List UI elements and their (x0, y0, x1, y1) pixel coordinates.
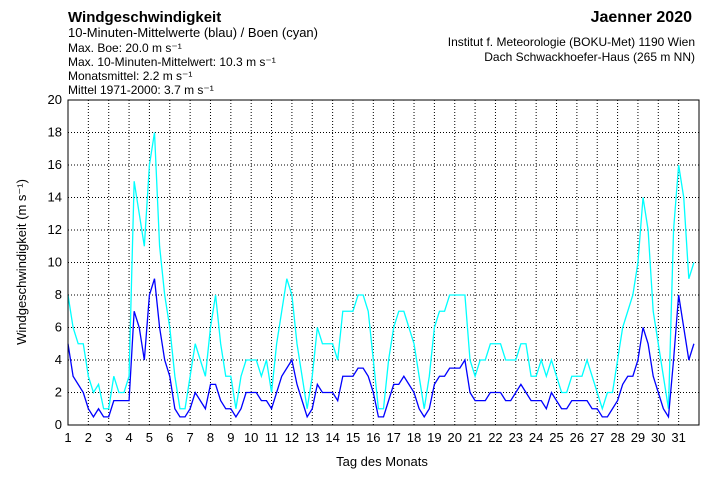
annotation: Max. Boe: 20.0 m s⁻¹ (68, 41, 182, 55)
y-tick-label: 2 (55, 385, 62, 400)
x-tick-label: 5 (146, 430, 153, 445)
subtitle: 10-Minuten-Mittelwerte (blau) / Boen (cy… (68, 25, 318, 40)
x-tick-label: 28 (610, 430, 624, 445)
x-tick-label: 26 (570, 430, 584, 445)
x-tick-label: 17 (386, 430, 400, 445)
x-tick-label: 21 (468, 430, 482, 445)
x-tick-label: 12 (285, 430, 299, 445)
x-tick-label: 19 (427, 430, 441, 445)
annotation: Mittel 1971-2000: 3.7 m s⁻¹ (68, 83, 214, 97)
x-tick-label: 20 (448, 430, 462, 445)
data-line (67, 132, 695, 411)
x-tick-label: 23 (509, 430, 523, 445)
x-tick-label: 9 (227, 430, 234, 445)
plot-frame (67, 99, 700, 426)
y-tick-label: 18 (48, 125, 62, 140)
y-tick-label: 12 (48, 222, 62, 237)
y-tick-label: 8 (55, 287, 62, 302)
title-right: Jaenner 2020 (591, 9, 693, 26)
y-tick-label: 0 (55, 417, 62, 432)
x-tick-label: 10 (244, 430, 258, 445)
x-tick-label: 29 (631, 430, 645, 445)
x-tick-label: 18 (407, 430, 421, 445)
x-tick-label: 1 (64, 430, 71, 445)
x-tick-label: 27 (590, 430, 604, 445)
x-axis-label: Tag des Monats (336, 454, 428, 469)
x-tick-label: 4 (125, 430, 132, 445)
x-tick-label: 30 (651, 430, 665, 445)
x-tick-label: 15 (346, 430, 360, 445)
x-tick-label: 7 (187, 430, 194, 445)
x-tick-label: 24 (529, 430, 543, 445)
x-tick-label: 13 (305, 430, 319, 445)
x-tick-label: 3 (105, 430, 112, 445)
x-tick-label: 25 (549, 430, 563, 445)
y-tick-label: 14 (48, 190, 62, 205)
x-tick-label: 14 (325, 430, 339, 445)
y-tick-label: 20 (48, 92, 62, 107)
x-tick-label: 16 (366, 430, 380, 445)
x-tick-label: 8 (207, 430, 214, 445)
y-tick-label: 4 (55, 352, 62, 367)
source: Dach Schwackhoefer-Haus (265 m NN) (484, 50, 695, 64)
y-tick-label: 6 (55, 320, 62, 335)
y-axis-label: Windgeschwindigkeit (m s⁻¹) (14, 179, 29, 345)
x-tick-label: 22 (488, 430, 502, 445)
annotation: Monatsmittel: 2.2 m s⁻¹ (68, 69, 192, 83)
x-tick-label: 2 (85, 430, 92, 445)
y-tick-label: 16 (48, 157, 62, 172)
x-tick-label: 6 (166, 430, 173, 445)
chart-title: Windgeschwindigkeit (68, 9, 221, 26)
annotation: Max. 10-Minuten-Mittelwert: 10.3 m s⁻¹ (68, 55, 276, 69)
x-tick-label: 11 (265, 430, 279, 445)
x-tick-label: 31 (671, 430, 685, 445)
data-line (67, 278, 695, 419)
y-tick-label: 10 (48, 255, 62, 270)
source: Institut f. Meteorologie (BOKU-Met) 1190… (448, 35, 695, 49)
